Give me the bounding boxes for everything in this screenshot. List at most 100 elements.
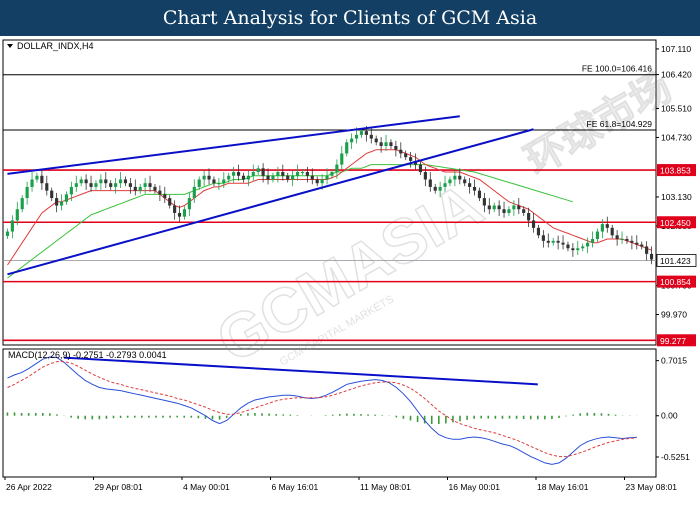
candle [571, 243, 575, 257]
candle [404, 150, 408, 161]
symbol-label-group[interactable]: DOLLAR_INDX,H4 [7, 41, 94, 51]
candle [177, 205, 182, 222]
x-tick-label: 4 May 00:01 [183, 482, 230, 492]
candle-body [89, 183, 93, 187]
symbol-label: DOLLAR_INDX,H4 [17, 41, 94, 51]
candle [128, 177, 132, 194]
candle [453, 170, 457, 187]
candle [605, 216, 609, 233]
candle [546, 233, 550, 248]
candle-body [428, 179, 432, 187]
candle-body [325, 175, 329, 180]
candle-body [246, 175, 250, 180]
candle-body [99, 179, 103, 184]
candle-body [566, 244, 570, 249]
price-chart[interactable]: GCMASIA 环球市场 GCM CAPITAL MARKETS FE 100.… [0, 36, 700, 500]
trend-line-1[interactable] [7, 128, 534, 276]
candle [428, 172, 432, 192]
candle-body [153, 186, 157, 191]
candle [153, 183, 157, 194]
candle-body [212, 179, 216, 184]
candle [305, 166, 309, 183]
candle-body [389, 142, 393, 147]
candle-body [409, 157, 413, 161]
candle [143, 177, 147, 194]
candle [99, 174, 103, 190]
candle-body [561, 242, 565, 245]
candle-body [472, 186, 477, 191]
candle [561, 235, 565, 250]
candle-body [369, 134, 373, 139]
trend-line-0[interactable] [7, 115, 460, 175]
current-price-tag-label: 101.423 [660, 256, 691, 266]
candle-body [438, 186, 442, 191]
candle [276, 166, 280, 183]
candle-body [615, 235, 619, 239]
candle [615, 230, 619, 246]
page-title: Chart Analysis for Clients of GCM Asia [162, 7, 538, 29]
candle-body [251, 172, 255, 176]
candle [443, 175, 447, 192]
candle-body [354, 134, 359, 139]
candle-body [443, 183, 447, 187]
price-tick-label: 99.970 [661, 310, 687, 320]
candle [492, 202, 496, 213]
level-label-0: FE 100.0=106.416 [582, 64, 652, 74]
candle-body [546, 240, 550, 243]
candle-body [379, 142, 383, 147]
candle [374, 135, 378, 146]
candle-body [527, 212, 531, 221]
candle-body [236, 172, 241, 176]
candle-body [143, 183, 147, 187]
price-tick-label: 105.510 [661, 103, 692, 113]
level-tag-label: 100.854 [660, 277, 691, 287]
candle [256, 165, 260, 176]
candle [217, 177, 221, 190]
candle [620, 231, 624, 244]
candle [472, 179, 477, 196]
candle [310, 168, 314, 185]
x-tick-label: 6 May 16:01 [272, 482, 319, 492]
candle [30, 172, 34, 192]
candle-body [453, 175, 457, 180]
candle-body [148, 183, 152, 187]
candle-body [114, 183, 118, 187]
candle [566, 241, 570, 252]
macd-tick-label: 0.00 [661, 411, 678, 421]
candle-body [571, 248, 575, 251]
candle-body [192, 186, 196, 199]
candle-body [35, 175, 39, 180]
candle-body [649, 253, 654, 260]
candle-body [531, 220, 536, 228]
dropdown-triangle-icon[interactable] [7, 44, 13, 48]
candle [114, 177, 118, 194]
candle-body [222, 179, 226, 184]
x-tick-label: 26 Apr 2022 [6, 482, 52, 492]
candle-body [399, 149, 403, 154]
macd-signal-line [7, 361, 637, 458]
x-tick-label: 18 May 16:01 [537, 482, 589, 492]
candle [635, 235, 639, 250]
candle [232, 166, 236, 183]
candle-body [291, 175, 295, 180]
candle-body [271, 175, 275, 180]
candle-body [600, 224, 604, 232]
candle [433, 183, 437, 194]
candle [10, 215, 14, 239]
level-tag-label: 103.853 [660, 166, 691, 176]
candle [55, 192, 59, 213]
candle-body [64, 194, 69, 202]
candle [295, 164, 300, 181]
candle-body [576, 248, 580, 251]
candle [610, 224, 614, 239]
candle [536, 224, 541, 239]
candle-body [55, 198, 59, 206]
candle [325, 168, 329, 185]
x-tick-label: 29 Apr 08:01 [95, 482, 143, 492]
candle [625, 236, 629, 244]
candle [45, 175, 49, 196]
macd-trend-line[interactable] [63, 356, 538, 386]
candle [69, 181, 73, 202]
candle-body [232, 172, 236, 176]
candle-body [610, 227, 614, 236]
